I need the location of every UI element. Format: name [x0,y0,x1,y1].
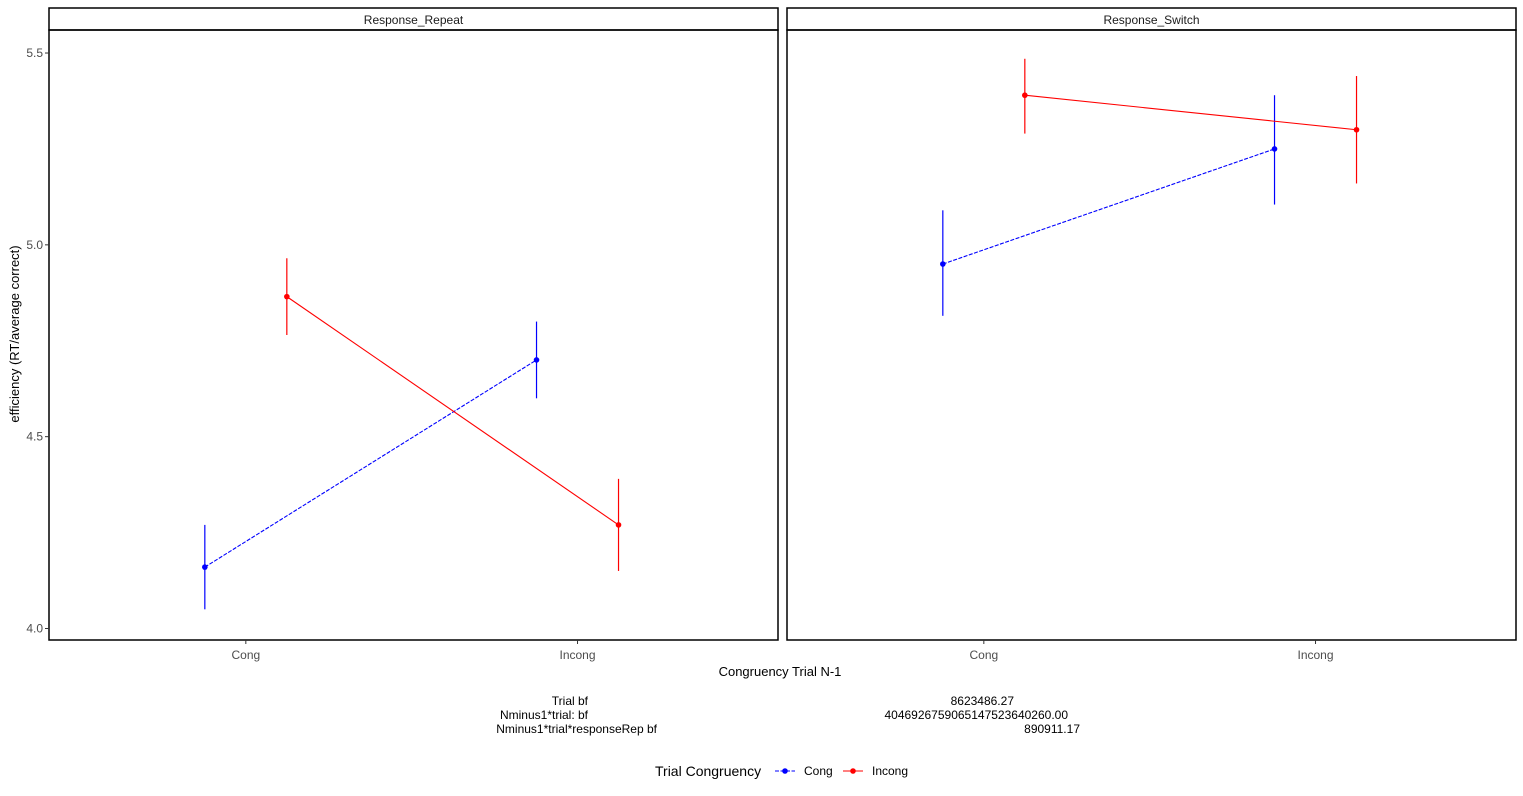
data-point [284,293,290,300]
annotation-row: Nminus1*trial*responseRep bf 890911.17 [496,722,1080,736]
annotation-label: Trial bf [552,694,589,708]
panel-border [786,29,1517,641]
legend: Trial Congruency Cong Incong [655,763,908,779]
annotation-label: Nminus1*trial: bf [500,708,589,722]
strip-label: Response_Repeat [364,13,464,27]
annotation-label: Nminus1*trial*responseRep bf [496,722,657,736]
y-tick-label: 4.5 [26,430,43,444]
x-tick-label: Cong [231,648,260,662]
y-tick-label: 5.5 [26,46,43,60]
bayes-factor-annotations: Trial bf 8623486.27 Nminus1*trial: bf 40469… [496,694,1080,736]
legend-label: Incong [872,764,908,778]
annotation-row: Trial bf 8623486.27 [552,694,1015,708]
legend-item-incong: Incong [843,764,908,778]
annotation-value: 890911.17 [1024,722,1080,736]
panel-border [48,29,779,641]
legend-key-point [850,768,856,774]
data-point [1271,146,1278,152]
x-tick-label: Cong [969,648,998,662]
series-line [942,148,1275,265]
legend-title: Trial Congruency [655,763,761,779]
x-axis-title: Congruency Trial N-1 [719,664,842,679]
data-point [1022,92,1028,99]
strip-label: Response_Switch [1103,13,1199,27]
annotation-row: Nminus1*trial: bf 40469267590651475236402… [500,708,1068,722]
series-cong [940,95,1278,316]
panel-response-switch: Response_Switch Cong Incong [786,7,1517,662]
series-line [204,359,537,568]
data-point [940,261,946,267]
legend-key-point [782,768,788,774]
data-point [615,522,622,528]
y-tick-label: 5.0 [26,238,43,252]
series-incong [1022,58,1360,184]
y-tick-label: 4.0 [26,621,43,635]
legend-item-cong: Cong [775,764,833,778]
data-point [202,564,208,570]
data-point [1353,126,1360,133]
series-line [286,296,619,526]
series-line [1024,94,1357,131]
x-tick-label: Incong [560,648,596,662]
annotation-value: 8623486.27 [951,694,1015,708]
series-cong [202,321,540,610]
legend-label: Cong [804,764,833,778]
y-axis-title: efficiency (RT/average correct) [7,245,22,422]
x-tick-label: Incong [1298,648,1334,662]
annotation-value: 4046926759065147523640260.00 [884,708,1068,722]
series-incong [284,258,622,571]
data-point [533,357,540,363]
panel-response-repeat: Response_Repeat 4.0 4.5 5.0 5.5 Cong Incong [26,7,779,662]
